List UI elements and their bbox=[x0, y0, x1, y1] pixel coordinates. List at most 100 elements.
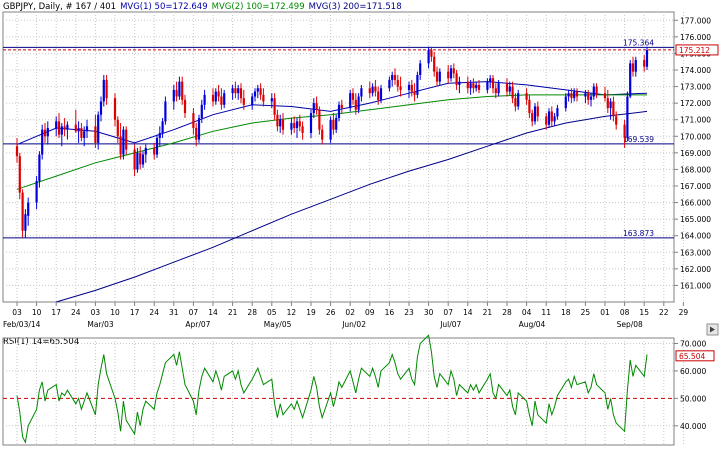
candle bbox=[220, 88, 223, 110]
candle bbox=[567, 89, 570, 102]
candle bbox=[133, 144, 136, 177]
candle bbox=[393, 68, 397, 85]
candle-body bbox=[99, 101, 103, 115]
candle-body bbox=[609, 101, 612, 109]
candle bbox=[181, 76, 184, 105]
scroll-right-button[interactable] bbox=[706, 323, 719, 336]
candle bbox=[239, 83, 243, 104]
candle-body bbox=[511, 86, 514, 99]
candle bbox=[340, 99, 343, 114]
candle bbox=[615, 111, 618, 130]
candle-body bbox=[318, 109, 321, 130]
candle-body bbox=[357, 96, 360, 110]
rsi-y-tick-label: 60.000 bbox=[680, 367, 706, 376]
candle bbox=[153, 142, 156, 160]
candle bbox=[410, 79, 413, 97]
candle-body bbox=[589, 96, 593, 100]
candle bbox=[645, 46, 649, 70]
candle-body bbox=[643, 60, 646, 67]
candle-body bbox=[477, 84, 481, 90]
candle bbox=[256, 84, 259, 99]
header-text: GBPJPY, Daily, # 167 / 401 MVG(1) 50=172.… bbox=[3, 2, 402, 12]
candle bbox=[491, 74, 495, 94]
candle bbox=[357, 93, 360, 114]
candle-body bbox=[223, 93, 226, 105]
ma200-legend: MVG(3) 200=171.518 bbox=[309, 2, 402, 12]
candle-body bbox=[416, 74, 419, 95]
candle-body bbox=[122, 129, 125, 155]
candle-body bbox=[587, 93, 590, 100]
candle-body bbox=[550, 111, 553, 122]
x-tick-label: 17 bbox=[130, 308, 140, 317]
candle-body bbox=[494, 88, 497, 94]
candle-body bbox=[603, 93, 607, 99]
candle-body bbox=[80, 128, 83, 138]
candle bbox=[63, 118, 66, 137]
candle bbox=[251, 93, 254, 110]
candle bbox=[223, 89, 226, 109]
price-y-tick-label: 172.000 bbox=[680, 99, 711, 108]
rsi-y-tick-label: 50.000 bbox=[680, 394, 706, 403]
candle-body bbox=[256, 88, 259, 92]
candle-body bbox=[158, 132, 161, 138]
candle bbox=[298, 114, 301, 132]
candle-body bbox=[281, 119, 285, 130]
candle bbox=[377, 86, 380, 105]
candle-body bbox=[195, 128, 198, 140]
candle bbox=[514, 93, 517, 112]
candle-body bbox=[427, 50, 430, 64]
candle-body bbox=[133, 149, 136, 170]
candle bbox=[486, 78, 489, 94]
price-y-tick-label: 163.000 bbox=[680, 248, 711, 257]
candle-body bbox=[391, 74, 394, 80]
candle bbox=[312, 98, 315, 119]
candle bbox=[211, 88, 215, 107]
candle bbox=[626, 91, 629, 142]
candle-body bbox=[181, 81, 184, 100]
x-tick-label: 05 bbox=[267, 308, 277, 317]
candle-body bbox=[469, 83, 472, 89]
candle bbox=[217, 84, 220, 102]
candle-body bbox=[295, 121, 299, 128]
candle bbox=[80, 123, 83, 142]
candle-body bbox=[175, 89, 178, 97]
candle bbox=[273, 93, 276, 120]
x-tick-label: 29 bbox=[679, 308, 689, 317]
candle-body bbox=[46, 128, 49, 137]
candle-body bbox=[332, 119, 335, 130]
x-tick-label: 21 bbox=[228, 308, 238, 317]
candle-body bbox=[139, 152, 142, 165]
price-y-tick-label: 171.000 bbox=[680, 116, 711, 125]
x-tick-label: 22 bbox=[659, 308, 669, 317]
candle-body bbox=[155, 137, 159, 155]
last-price-box bbox=[675, 44, 719, 56]
x-tick-label: 03 bbox=[12, 308, 22, 317]
candle-body bbox=[545, 116, 548, 125]
candle-body bbox=[379, 88, 383, 100]
x-month-label: Feb/03/14 bbox=[3, 320, 41, 329]
candle bbox=[489, 74, 492, 89]
candle bbox=[237, 84, 240, 100]
candle-body bbox=[217, 91, 220, 97]
candle-body bbox=[438, 71, 441, 82]
candle bbox=[66, 121, 69, 140]
price-y-tick-label: 170.000 bbox=[680, 132, 711, 141]
candle-body bbox=[419, 63, 422, 75]
candle bbox=[629, 60, 632, 99]
x-month-label: Apr/07 bbox=[185, 320, 210, 329]
candle-body bbox=[63, 126, 66, 130]
candle bbox=[354, 93, 357, 115]
x-tick-label: 15 bbox=[639, 308, 649, 317]
x-tick-label: 02 bbox=[345, 308, 355, 317]
x-tick-label: 10 bbox=[32, 308, 42, 317]
candle bbox=[18, 152, 21, 200]
candle bbox=[528, 94, 531, 119]
candle-body bbox=[136, 152, 139, 170]
candle-body bbox=[570, 93, 573, 99]
candle-body bbox=[393, 74, 397, 80]
x-tick-label: 17 bbox=[51, 308, 61, 317]
rsi-last-value-label: 65.504 bbox=[679, 352, 705, 361]
candle bbox=[155, 134, 159, 158]
candle bbox=[379, 84, 383, 104]
